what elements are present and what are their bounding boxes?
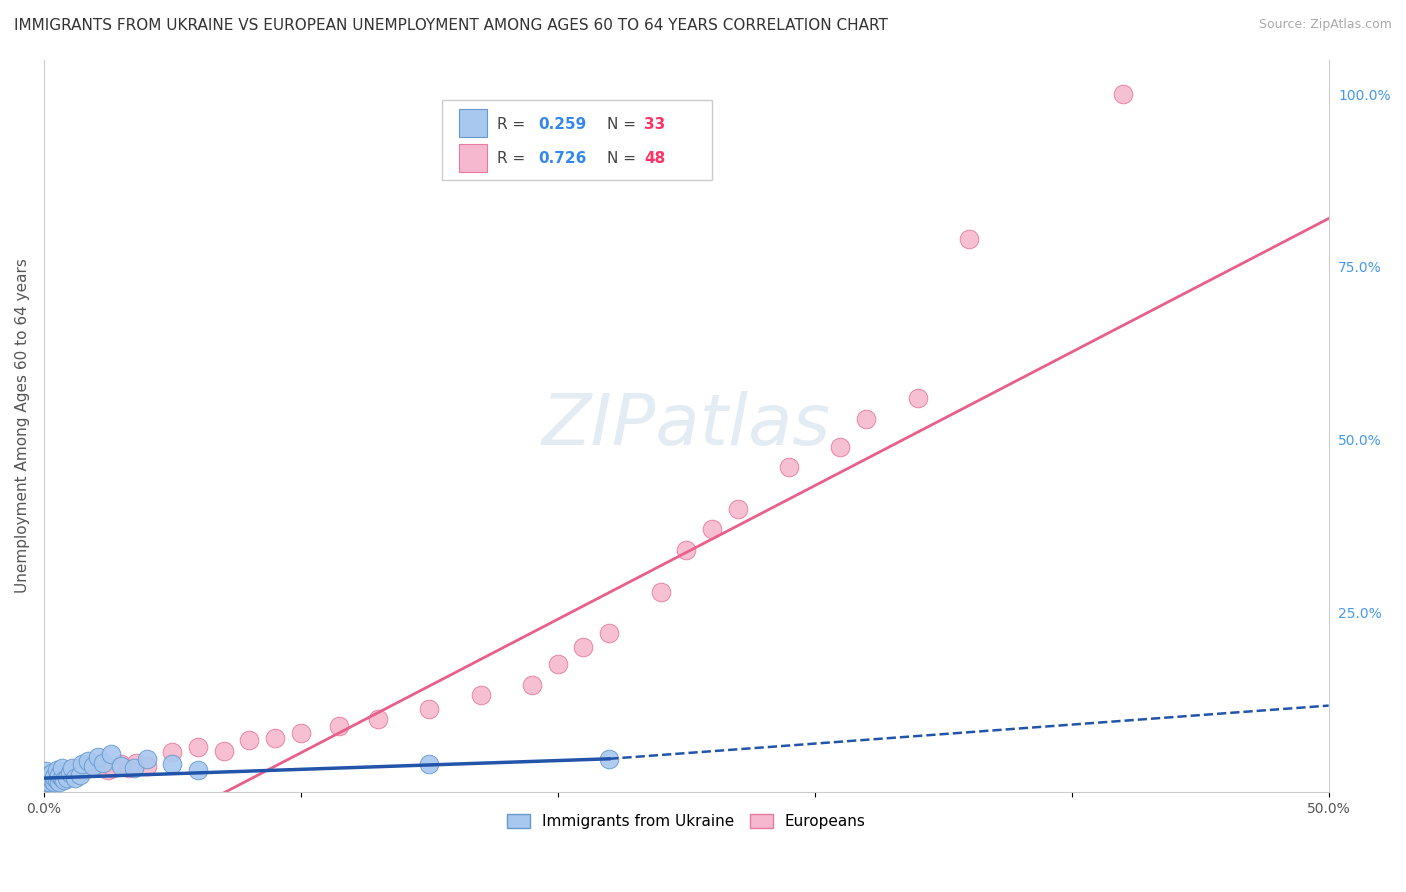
Text: R =: R = (498, 117, 530, 131)
Point (53, 772, 76, 787)
Point (91, 756, 114, 770)
Text: IMMIGRANTS FROM UKRAINE VS EUROPEAN UNEMPLOYMENT AMONG AGES 60 TO 64 YEARS CORRE: IMMIGRANTS FROM UKRAINE VS EUROPEAN UNEM… (14, 18, 889, 33)
Point (855, 412, 877, 426)
Point (100, 747, 122, 761)
Point (367, 713, 389, 727)
Point (44, 774, 66, 789)
Point (41, 772, 63, 787)
Point (91, 761, 114, 775)
Point (45, 772, 67, 787)
Text: N =: N = (606, 117, 641, 131)
Point (135, 752, 157, 766)
Point (58, 765, 80, 780)
Point (328, 719, 350, 733)
Point (122, 761, 145, 775)
Point (1112, 87, 1135, 102)
Point (572, 640, 595, 654)
Y-axis label: Unemployment Among Ages 60 to 64 years: Unemployment Among Ages 60 to 64 years (15, 259, 30, 593)
Point (110, 757, 132, 772)
Point (76, 758, 98, 772)
Point (520, 678, 543, 692)
Point (87, 750, 110, 764)
Point (727, 501, 749, 516)
Point (48, 770, 70, 784)
Point (48, 767, 70, 781)
Point (35, 774, 58, 789)
Text: R =: R = (498, 151, 530, 166)
Point (72, 764, 94, 779)
Point (264, 731, 287, 745)
Point (187, 740, 209, 755)
Text: 0.259: 0.259 (538, 117, 586, 131)
Point (45, 772, 67, 787)
Point (135, 758, 157, 772)
Point (72, 757, 94, 772)
Point (66, 761, 89, 775)
Point (110, 758, 132, 772)
Text: 0.726: 0.726 (538, 151, 586, 166)
Point (41, 765, 63, 780)
Point (38, 767, 60, 781)
Point (418, 757, 440, 772)
Bar (458, 144, 486, 171)
Text: ZIPatlas: ZIPatlas (541, 392, 831, 460)
Point (187, 763, 209, 777)
Point (125, 756, 148, 770)
Point (778, 460, 800, 475)
Text: N =: N = (606, 151, 641, 166)
Point (35, 764, 58, 779)
Point (82, 757, 104, 772)
Text: 48: 48 (644, 151, 665, 166)
Point (212, 743, 235, 757)
Point (598, 752, 620, 766)
Point (103, 761, 125, 775)
Bar (458, 110, 486, 137)
Point (69, 767, 91, 781)
Point (82, 758, 104, 772)
Point (45, 763, 67, 777)
Point (48, 774, 70, 789)
Point (418, 702, 440, 716)
Point (290, 726, 312, 740)
Point (41, 772, 63, 787)
Point (44, 767, 66, 781)
Point (470, 688, 492, 702)
Point (700, 523, 723, 537)
Point (63, 771, 86, 785)
Point (650, 584, 672, 599)
Point (547, 657, 569, 672)
Point (35, 774, 58, 789)
Point (51, 761, 73, 775)
Point (830, 440, 852, 454)
Point (56, 764, 79, 779)
Point (907, 391, 929, 405)
Point (76, 754, 98, 768)
Point (60, 761, 83, 775)
Point (38, 774, 60, 789)
Point (87, 757, 110, 772)
Point (63, 765, 86, 780)
Legend: Immigrants from Ukraine, Europeans: Immigrants from Ukraine, Europeans (501, 808, 872, 836)
Point (97, 763, 120, 777)
FancyBboxPatch shape (441, 100, 711, 180)
Point (38, 771, 60, 785)
Text: 33: 33 (644, 117, 665, 131)
Point (44, 770, 66, 784)
Point (58, 767, 80, 781)
Point (162, 745, 184, 759)
Point (238, 733, 260, 747)
Point (53, 771, 76, 785)
Point (957, 232, 980, 246)
Point (60, 763, 83, 777)
Point (56, 771, 79, 785)
Point (51, 771, 73, 785)
Point (675, 543, 697, 558)
Point (162, 757, 184, 772)
Point (598, 626, 620, 640)
Point (118, 761, 141, 775)
Text: Source: ZipAtlas.com: Source: ZipAtlas.com (1258, 18, 1392, 31)
Point (51, 765, 73, 780)
